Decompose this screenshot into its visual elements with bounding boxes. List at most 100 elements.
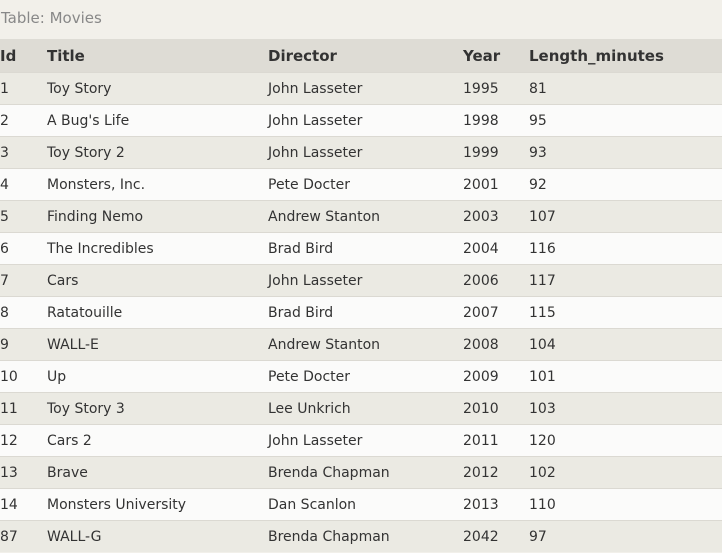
- table-row: 4 Monsters, Inc. Pete Docter 2001 92: [0, 168, 722, 201]
- cell-title: Up: [47, 360, 268, 393]
- cell-length-minutes: 117: [529, 264, 722, 297]
- cell-title: Finding Nemo: [47, 200, 268, 233]
- cell-director: John Lasseter: [268, 264, 463, 297]
- cell-length-minutes: 97: [529, 520, 722, 552]
- cell-length-minutes: 102: [529, 456, 722, 489]
- cell-title: Toy Story 2: [47, 136, 268, 169]
- cell-director: Lee Unkrich: [268, 392, 463, 425]
- table-row: 12 Cars 2 John Lasseter 2011 120: [0, 424, 722, 457]
- cell-id: 9: [0, 328, 47, 361]
- cell-id: 11: [0, 392, 47, 425]
- column-header-year: Year: [463, 39, 529, 73]
- cell-id: 13: [0, 456, 47, 489]
- cell-id: 1: [0, 72, 47, 105]
- cell-id: 87: [0, 520, 47, 552]
- table-row: 14 Monsters University Dan Scanlon 2013 110: [0, 488, 722, 521]
- cell-length-minutes: 120: [529, 424, 722, 457]
- table-row: 6 The Incredibles Brad Bird 2004 116: [0, 232, 722, 265]
- cell-title: WALL-G: [47, 520, 268, 552]
- cell-length-minutes: 116: [529, 232, 722, 265]
- cell-year: 2003: [463, 200, 529, 233]
- table-row: 8 Ratatouille Brad Bird 2007 115: [0, 296, 722, 329]
- table-row: 11 Toy Story 3 Lee Unkrich 2010 103: [0, 392, 722, 425]
- table-row: 9 WALL-E Andrew Stanton 2008 104: [0, 328, 722, 361]
- cell-title: The Incredibles: [47, 232, 268, 265]
- cell-director: Brenda Chapman: [268, 520, 463, 552]
- cell-title: Toy Story: [47, 72, 268, 105]
- table-row: 7 Cars John Lasseter 2006 117: [0, 264, 722, 297]
- table-row: 1 Toy Story John Lasseter 1995 81: [0, 72, 722, 105]
- column-header-length-minutes: Length_minutes: [529, 39, 722, 73]
- cell-director: John Lasseter: [268, 136, 463, 169]
- cell-year: 2008: [463, 328, 529, 361]
- cell-id: 4: [0, 168, 47, 201]
- cell-year: 2009: [463, 360, 529, 393]
- cell-length-minutes: 92: [529, 168, 722, 201]
- table-body: 1 Toy Story John Lasseter 1995 81 2 A Bug's Li…: [0, 72, 722, 552]
- cell-director: Pete Docter: [268, 168, 463, 201]
- cell-title: Cars: [47, 264, 268, 297]
- cell-year: 2007: [463, 296, 529, 329]
- cell-id: 14: [0, 488, 47, 521]
- cell-id: 12: [0, 424, 47, 457]
- cell-year: 1999: [463, 136, 529, 169]
- cell-title: Monsters, Inc.: [47, 168, 268, 201]
- cell-id: 5: [0, 200, 47, 233]
- table-caption: Table: Movies: [0, 0, 722, 39]
- cell-year: 1995: [463, 72, 529, 105]
- table-header: Id Title Director Year Length_minutes: [0, 39, 722, 73]
- cell-year: 2010: [463, 392, 529, 425]
- cell-length-minutes: 93: [529, 136, 722, 169]
- cell-director: Pete Docter: [268, 360, 463, 393]
- cell-director: John Lasseter: [268, 72, 463, 105]
- cell-year: 2042: [463, 520, 529, 552]
- cell-director: Brad Bird: [268, 296, 463, 329]
- cell-title: Ratatouille: [47, 296, 268, 329]
- cell-title: WALL-E: [47, 328, 268, 361]
- cell-director: Dan Scanlon: [268, 488, 463, 521]
- cell-id: 3: [0, 136, 47, 169]
- cell-director: John Lasseter: [268, 104, 463, 137]
- cell-director: John Lasseter: [268, 424, 463, 457]
- cell-title: Cars 2: [47, 424, 268, 457]
- column-header-title: Title: [47, 39, 268, 73]
- cell-director: Andrew Stanton: [268, 200, 463, 233]
- cell-director: Andrew Stanton: [268, 328, 463, 361]
- cell-id: 7: [0, 264, 47, 297]
- cell-year: 1998: [463, 104, 529, 137]
- cell-length-minutes: 95: [529, 104, 722, 137]
- cell-year: 2006: [463, 264, 529, 297]
- cell-title: Toy Story 3: [47, 392, 268, 425]
- cell-length-minutes: 101: [529, 360, 722, 393]
- cell-length-minutes: 104: [529, 328, 722, 361]
- table-row: 3 Toy Story 2 John Lasseter 1999 93: [0, 136, 722, 169]
- cell-length-minutes: 81: [529, 72, 722, 105]
- cell-id: 2: [0, 104, 47, 137]
- table-row: 13 Brave Brenda Chapman 2012 102: [0, 456, 722, 489]
- cell-title: A Bug's Life: [47, 104, 268, 137]
- header-row: Id Title Director Year Length_minutes: [0, 39, 722, 73]
- table-row: 10 Up Pete Docter 2009 101: [0, 360, 722, 393]
- cell-id: 8: [0, 296, 47, 329]
- cell-year: 2012: [463, 456, 529, 489]
- column-header-director: Director: [268, 39, 463, 73]
- column-header-id: Id: [0, 39, 47, 73]
- cell-director: Brenda Chapman: [268, 456, 463, 489]
- cell-length-minutes: 107: [529, 200, 722, 233]
- table-row: 5 Finding Nemo Andrew Stanton 2003 107: [0, 200, 722, 233]
- cell-id: 6: [0, 232, 47, 265]
- cell-director: Brad Bird: [268, 232, 463, 265]
- cell-year: 2013: [463, 488, 529, 521]
- cell-title: Brave: [47, 456, 268, 489]
- cell-length-minutes: 103: [529, 392, 722, 425]
- cell-year: 2011: [463, 424, 529, 457]
- cell-title: Monsters University: [47, 488, 268, 521]
- cell-year: 2001: [463, 168, 529, 201]
- cell-length-minutes: 110: [529, 488, 722, 521]
- table-row: 87 WALL-G Brenda Chapman 2042 97: [0, 520, 722, 552]
- cell-length-minutes: 115: [529, 296, 722, 329]
- cell-id: 10: [0, 360, 47, 393]
- cell-year: 2004: [463, 232, 529, 265]
